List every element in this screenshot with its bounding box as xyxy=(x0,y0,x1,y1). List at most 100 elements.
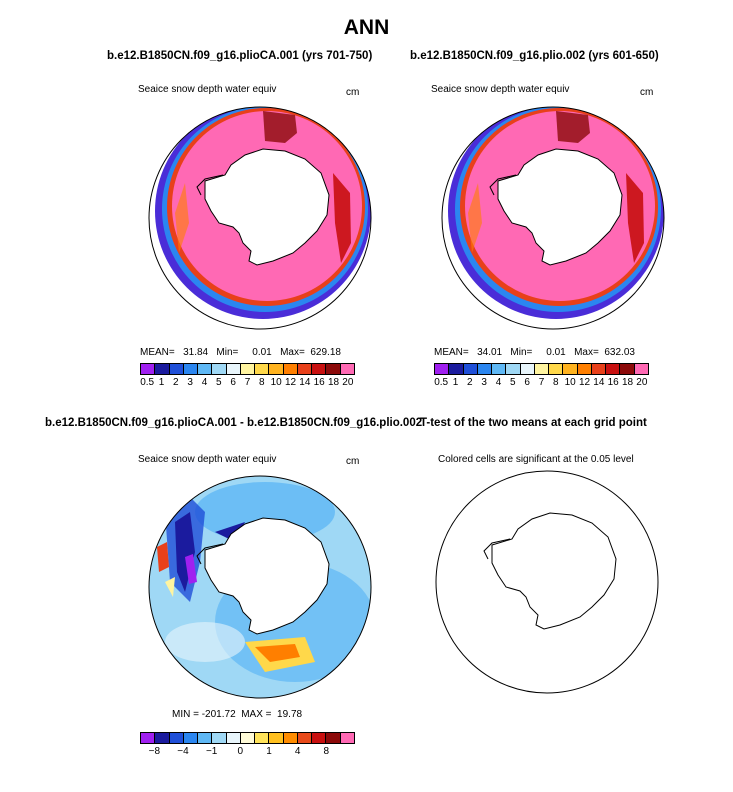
panel-1-title: b.e12.B1850CN.f09_g16.plioCA.001 (yrs 70… xyxy=(107,50,373,62)
main-title: ANN xyxy=(343,16,390,39)
colorbar-label: 7 xyxy=(244,377,251,388)
colorbar-label: 8 xyxy=(323,746,330,757)
colorbar-swatch xyxy=(312,364,327,374)
colorbar-swatch xyxy=(240,364,256,374)
colorbar-label: 14 xyxy=(299,377,311,388)
panel-4-map xyxy=(435,470,659,694)
colorbar-label: 3 xyxy=(187,377,193,388)
colorbar-swatch xyxy=(155,733,170,743)
colorbar-swatch xyxy=(312,733,327,743)
panel-1-stats: MEAN= 31.84 Min= 0.01 Max= 629.18 xyxy=(140,347,341,358)
panel-1-units: cm xyxy=(346,87,360,98)
panel-3-title: b.e12.B1850CN.f09_g16.plioCA.001 - b.e12… xyxy=(45,417,423,429)
colorbar-swatch xyxy=(169,733,184,743)
colorbar-label: 3 xyxy=(481,377,487,388)
colorbar-swatch xyxy=(549,364,564,374)
colorbar-swatch xyxy=(141,364,156,374)
colorbar-label: 1 xyxy=(452,377,459,388)
colorbar-swatch xyxy=(269,364,284,374)
colorbar-swatch xyxy=(212,733,227,743)
colorbar-swatch xyxy=(606,364,621,374)
panel-2-variable: Seaice snow depth water equiv xyxy=(431,84,570,95)
colorbar-swatch xyxy=(477,364,493,374)
colorbar-label: 4 xyxy=(294,746,301,757)
colorbar-swatch xyxy=(297,733,313,743)
colorbar-swatch xyxy=(155,364,170,374)
colorbar-swatch xyxy=(198,733,213,743)
panel-2-colorbar xyxy=(434,363,649,375)
colorbar-label: 2 xyxy=(467,377,473,388)
panel-3-colorbar-labels: −8 −4 −1 0 1 4 8 xyxy=(140,746,355,758)
panel-1-colorbar xyxy=(140,363,355,375)
colorbar-label: −1 xyxy=(205,746,218,757)
colorbar-swatch xyxy=(326,733,341,743)
colorbar-swatch xyxy=(634,364,648,374)
colorbar-swatch xyxy=(591,364,607,374)
panel-2-stats: MEAN= 34.01 Min= 0.01 Max= 632.03 xyxy=(434,347,635,358)
colorbar-swatch xyxy=(283,364,298,374)
colorbar-label: 10 xyxy=(564,377,576,388)
colorbar-swatch xyxy=(269,733,284,743)
panel-2-colorbar-labels: 0.5 1 2 3 4 5 6 7 8 10 12 14 16 18 20 xyxy=(434,377,649,389)
colorbar-swatch xyxy=(183,733,199,743)
colorbar-label: 4 xyxy=(495,377,502,388)
colorbar-swatch xyxy=(577,364,592,374)
panel-1-colorbar-labels: 0.5 1 2 3 4 5 6 7 8 10 12 14 16 18 20 xyxy=(140,377,355,389)
colorbar-label: 16 xyxy=(607,377,619,388)
colorbar-swatch xyxy=(506,364,521,374)
colorbar-label: 20 xyxy=(342,377,354,388)
colorbar-label: 1 xyxy=(158,377,165,388)
colorbar-swatch xyxy=(463,364,478,374)
colorbar-label: 6 xyxy=(230,377,236,388)
panel-2-map xyxy=(441,106,665,330)
colorbar-swatch xyxy=(226,364,241,374)
colorbar-label: 7 xyxy=(538,377,545,388)
colorbar-swatch xyxy=(198,364,213,374)
colorbar-swatch xyxy=(183,364,199,374)
colorbar-label: 0.5 xyxy=(140,377,155,388)
colorbar-swatch xyxy=(283,733,298,743)
colorbar-label: 8 xyxy=(553,377,559,388)
colorbar-swatch xyxy=(240,733,256,743)
colorbar-label: 5 xyxy=(510,377,516,388)
colorbar-swatch xyxy=(449,364,464,374)
colorbar-swatch xyxy=(297,364,313,374)
colorbar-swatch xyxy=(212,364,227,374)
colorbar-label: 5 xyxy=(216,377,222,388)
panel-3-units: cm xyxy=(346,456,360,467)
panel-2-units: cm xyxy=(640,87,654,98)
panel-3-variable: Seaice snow depth water equiv xyxy=(138,454,277,465)
colorbar-label: −8 xyxy=(148,746,161,757)
panel-4-title: T-test of the two means at each grid poi… xyxy=(420,417,647,429)
colorbar-label: 12 xyxy=(578,377,591,388)
colorbar-label: 18 xyxy=(327,377,340,388)
colorbar-label: 4 xyxy=(201,377,208,388)
colorbar-swatch xyxy=(141,733,156,743)
panel-1-map xyxy=(148,106,372,330)
colorbar-label: −4 xyxy=(177,746,189,757)
colorbar-swatch xyxy=(492,364,507,374)
panel-3-map xyxy=(148,475,372,699)
colorbar-swatch xyxy=(255,364,270,374)
panel-4-variable: Colored cells are significant at the 0.0… xyxy=(438,454,634,465)
colorbar-label: 16 xyxy=(313,377,325,388)
colorbar-swatch xyxy=(340,733,354,743)
colorbar-label: 20 xyxy=(636,377,648,388)
colorbar-swatch xyxy=(255,733,270,743)
panel-3-colorbar xyxy=(140,732,355,744)
colorbar-swatch xyxy=(563,364,578,374)
colorbar-label: 12 xyxy=(284,377,297,388)
panel-3-stats: MIN = -201.72 MAX = 19.78 xyxy=(172,709,303,720)
panel-2-title: b.e12.B1850CN.f09_g16.plio.002 (yrs 601-… xyxy=(410,50,659,62)
colorbar-swatch xyxy=(534,364,550,374)
colorbar-label: 0 xyxy=(237,746,244,757)
colorbar-label: 2 xyxy=(173,377,179,388)
colorbar-swatch xyxy=(340,364,354,374)
panel-1-variable: Seaice snow depth water equiv xyxy=(138,84,277,95)
colorbar-label: 1 xyxy=(266,746,272,757)
colorbar-swatch xyxy=(226,733,241,743)
colorbar-label: 0.5 xyxy=(434,377,449,388)
colorbar-swatch xyxy=(326,364,341,374)
colorbar-swatch xyxy=(520,364,535,374)
colorbar-label: 6 xyxy=(524,377,530,388)
